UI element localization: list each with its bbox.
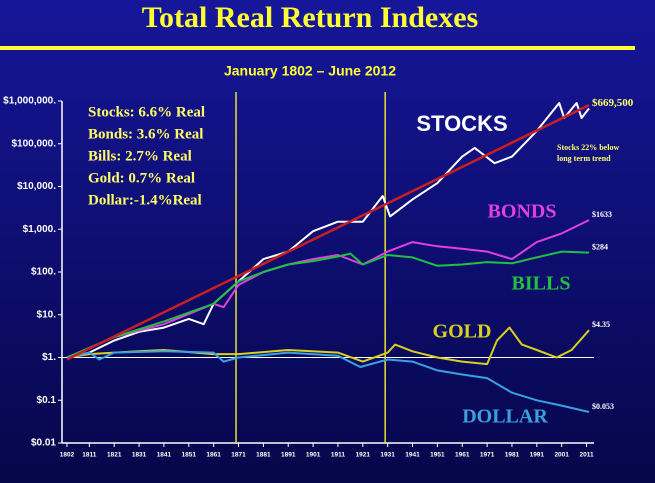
chart-title: Total Real Return Indexes <box>142 1 478 34</box>
x-tick-label: 1851 <box>182 452 197 459</box>
annotation: Dollar:-1.4%Real <box>88 192 202 208</box>
note: Stocks 22% below long term trend <box>557 143 619 163</box>
y-tick-label: $0.01 <box>31 438 56 449</box>
series-label: BILLS <box>512 273 571 295</box>
x-tick-label: 1881 <box>256 452 271 459</box>
value-label: $1633 <box>592 210 612 219</box>
value-label: $0.053 <box>592 402 614 411</box>
x-tick-label: 1901 <box>306 452 321 459</box>
x-tick-label: 1911 <box>331 452 345 459</box>
x-tick-label: 1971 <box>480 452 495 459</box>
trend-line <box>66 103 590 361</box>
x-tick-label: 1961 <box>455 452 470 459</box>
annotation: Gold: 0.7% Real <box>88 170 195 186</box>
x-tick-label: 1921 <box>356 452 371 459</box>
y-tick-label: $10. <box>37 309 57 320</box>
x-tick-label: 1951 <box>430 452 445 459</box>
x-tick-label: 1861 <box>206 452 221 459</box>
annotation: Stocks: 6.6% Real <box>88 104 205 120</box>
value-label: $669,500 <box>592 97 634 109</box>
x-tick-label: 1831 <box>132 452 147 459</box>
series-line <box>66 350 590 413</box>
x-tick-label: 2011 <box>579 452 593 459</box>
x-tick-label: 2001 <box>554 452 569 459</box>
x-tick-label: 1981 <box>505 452 520 459</box>
x-tick-label: 1841 <box>157 452 172 459</box>
y-tick-label: $1,000,000. <box>3 96 56 107</box>
annotation: Bills: 2.7% Real <box>88 148 192 164</box>
series-label: BONDS <box>488 201 557 223</box>
x-tick-label: 1811 <box>82 452 96 459</box>
series-line <box>66 219 590 359</box>
x-tick-label: 1891 <box>281 452 296 459</box>
series-line <box>66 102 590 359</box>
series-label: GOLD <box>433 321 492 343</box>
x-tick-label: 1931 <box>380 452 395 459</box>
series-label: DOLLAR <box>462 406 548 428</box>
value-label: $4.35 <box>592 320 610 329</box>
x-tick-label: 1941 <box>405 452 420 459</box>
y-tick-label: $0.1 <box>37 395 57 406</box>
y-tick-label: $1,000. <box>23 224 57 235</box>
annotation: Bonds: 3.6% Real <box>88 126 203 142</box>
x-tick-label: 1991 <box>530 452 545 459</box>
y-tick-label: $100,000. <box>12 138 57 149</box>
y-tick-label: $10,000. <box>17 181 56 192</box>
series-line <box>66 250 590 359</box>
series-label: STOCKS <box>416 111 507 136</box>
x-tick-label: 1871 <box>231 452 246 459</box>
y-tick-label: $100. <box>31 267 56 278</box>
y-tick-label: $1. <box>42 352 56 363</box>
x-tick-label: 1802 <box>60 452 75 459</box>
x-tick-label: 1821 <box>107 452 122 459</box>
value-label: $284 <box>592 242 608 251</box>
subtitle: January 1802 – June 2012 <box>224 63 396 79</box>
